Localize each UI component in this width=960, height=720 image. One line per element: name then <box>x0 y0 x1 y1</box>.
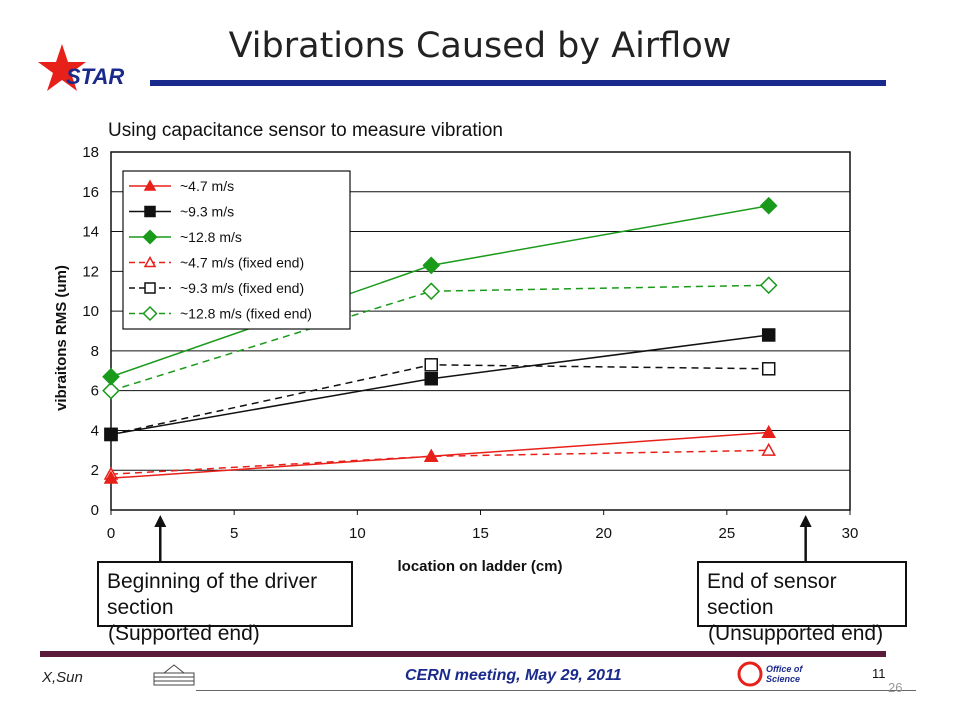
y-tick-label: 0 <box>91 502 99 519</box>
data-point <box>424 358 438 372</box>
svg-text:Science: Science <box>766 674 800 684</box>
y-tick-label: 14 <box>82 224 99 241</box>
callout-right-sub: (Unsupported end) <box>708 622 884 645</box>
data-point <box>424 371 438 386</box>
office-of-science-logo: Office of Science <box>737 661 803 687</box>
data-point <box>422 282 441 301</box>
legend-label: ~9.3 m/s <box>180 204 234 220</box>
data-point <box>423 448 439 462</box>
arrow-start-head <box>154 515 167 527</box>
star-logo-icon <box>38 44 86 91</box>
data-point <box>103 470 119 484</box>
page-number: 26 <box>888 680 903 695</box>
y-tick-label: 2 <box>91 462 99 479</box>
legend-marker <box>144 282 156 294</box>
legend-marker <box>142 305 158 322</box>
lab-logo-icon <box>153 664 195 686</box>
footer-meeting: CERN meeting, May 29, 2011 <box>405 667 622 684</box>
x-tick-label: 5 <box>230 525 238 542</box>
callout-right: End of sensor section <box>697 561 907 627</box>
data-point <box>761 442 776 456</box>
footer-rule <box>40 651 886 657</box>
y-axis-label: vibraitons RMS (um) <box>53 265 70 411</box>
callout-left-sub: (Supported end) <box>108 622 260 645</box>
legend-marker <box>143 179 157 191</box>
office-of-science-logo-icon <box>737 661 763 687</box>
callout-right-text: End of sensor section <box>707 570 837 619</box>
y-tick-label: 12 <box>82 263 99 280</box>
x-tick-label: 30 <box>842 525 859 542</box>
data-point <box>422 256 441 275</box>
star-logo-text: STAR <box>66 64 125 89</box>
legend-marker <box>144 205 156 218</box>
chart-legend: ~4.7 m/s ~9.3 m/s ~12.8 m/s ~4.7 m/s (fixed… <box>122 170 351 330</box>
x-tick-label: 0 <box>107 525 115 542</box>
legend-label: ~9.3 m/s (fixed end) <box>180 280 304 296</box>
data-point <box>102 381 120 400</box>
data-point <box>104 427 118 442</box>
y-tick-label: 4 <box>91 422 99 439</box>
data-point <box>761 424 776 438</box>
arrow-end-head <box>799 515 812 527</box>
x-axis-label: location on ladder (cm) <box>397 558 562 575</box>
legend-label: ~4.7 m/s <box>180 178 234 194</box>
data-point <box>761 328 776 342</box>
x-tick-label: 15 <box>472 525 489 542</box>
y-tick-label: 8 <box>91 343 99 360</box>
y-tick-label: 18 <box>82 144 99 161</box>
title-rule <box>150 80 886 86</box>
footer-slide-number: 11 <box>872 666 886 681</box>
slide-title: Vibrations Caused by Airflow <box>228 26 732 66</box>
legend-label: ~12.8 m/s (fixed end) <box>180 306 312 322</box>
series-line <box>110 284 769 392</box>
data-point <box>761 362 776 376</box>
legend-marker <box>143 255 157 268</box>
star-logo <box>38 44 86 91</box>
legend-marker <box>142 229 158 245</box>
data-point <box>759 196 778 215</box>
data-point <box>102 367 120 386</box>
x-tick-label: 10 <box>349 525 366 542</box>
callout-left-text: Beginning of the driver section <box>107 570 318 619</box>
y-tick-label: 16 <box>82 184 99 201</box>
y-tick-label: 10 <box>82 303 99 320</box>
footer-line <box>196 690 916 691</box>
chart-title: Using capacitance sensor to measure vibr… <box>108 120 503 141</box>
office-of-science-logo-text: Office of <box>766 664 803 674</box>
legend-box <box>122 170 351 330</box>
footer-author: X,Sun <box>42 669 83 686</box>
legend-label: ~12.8 m/s <box>180 229 242 245</box>
legend-label: ~4.7 m/s (fixed end) <box>180 255 304 271</box>
x-tick-label: 25 <box>718 525 735 542</box>
series-line <box>110 449 769 475</box>
x-tick-label: 20 <box>595 525 612 542</box>
data-point <box>759 276 778 295</box>
callout-left: Beginning of the driver section <box>97 561 353 627</box>
y-tick-label: 6 <box>91 383 99 400</box>
vibration-chart: Using capacitance sensor to measure vibr… <box>53 120 859 575</box>
